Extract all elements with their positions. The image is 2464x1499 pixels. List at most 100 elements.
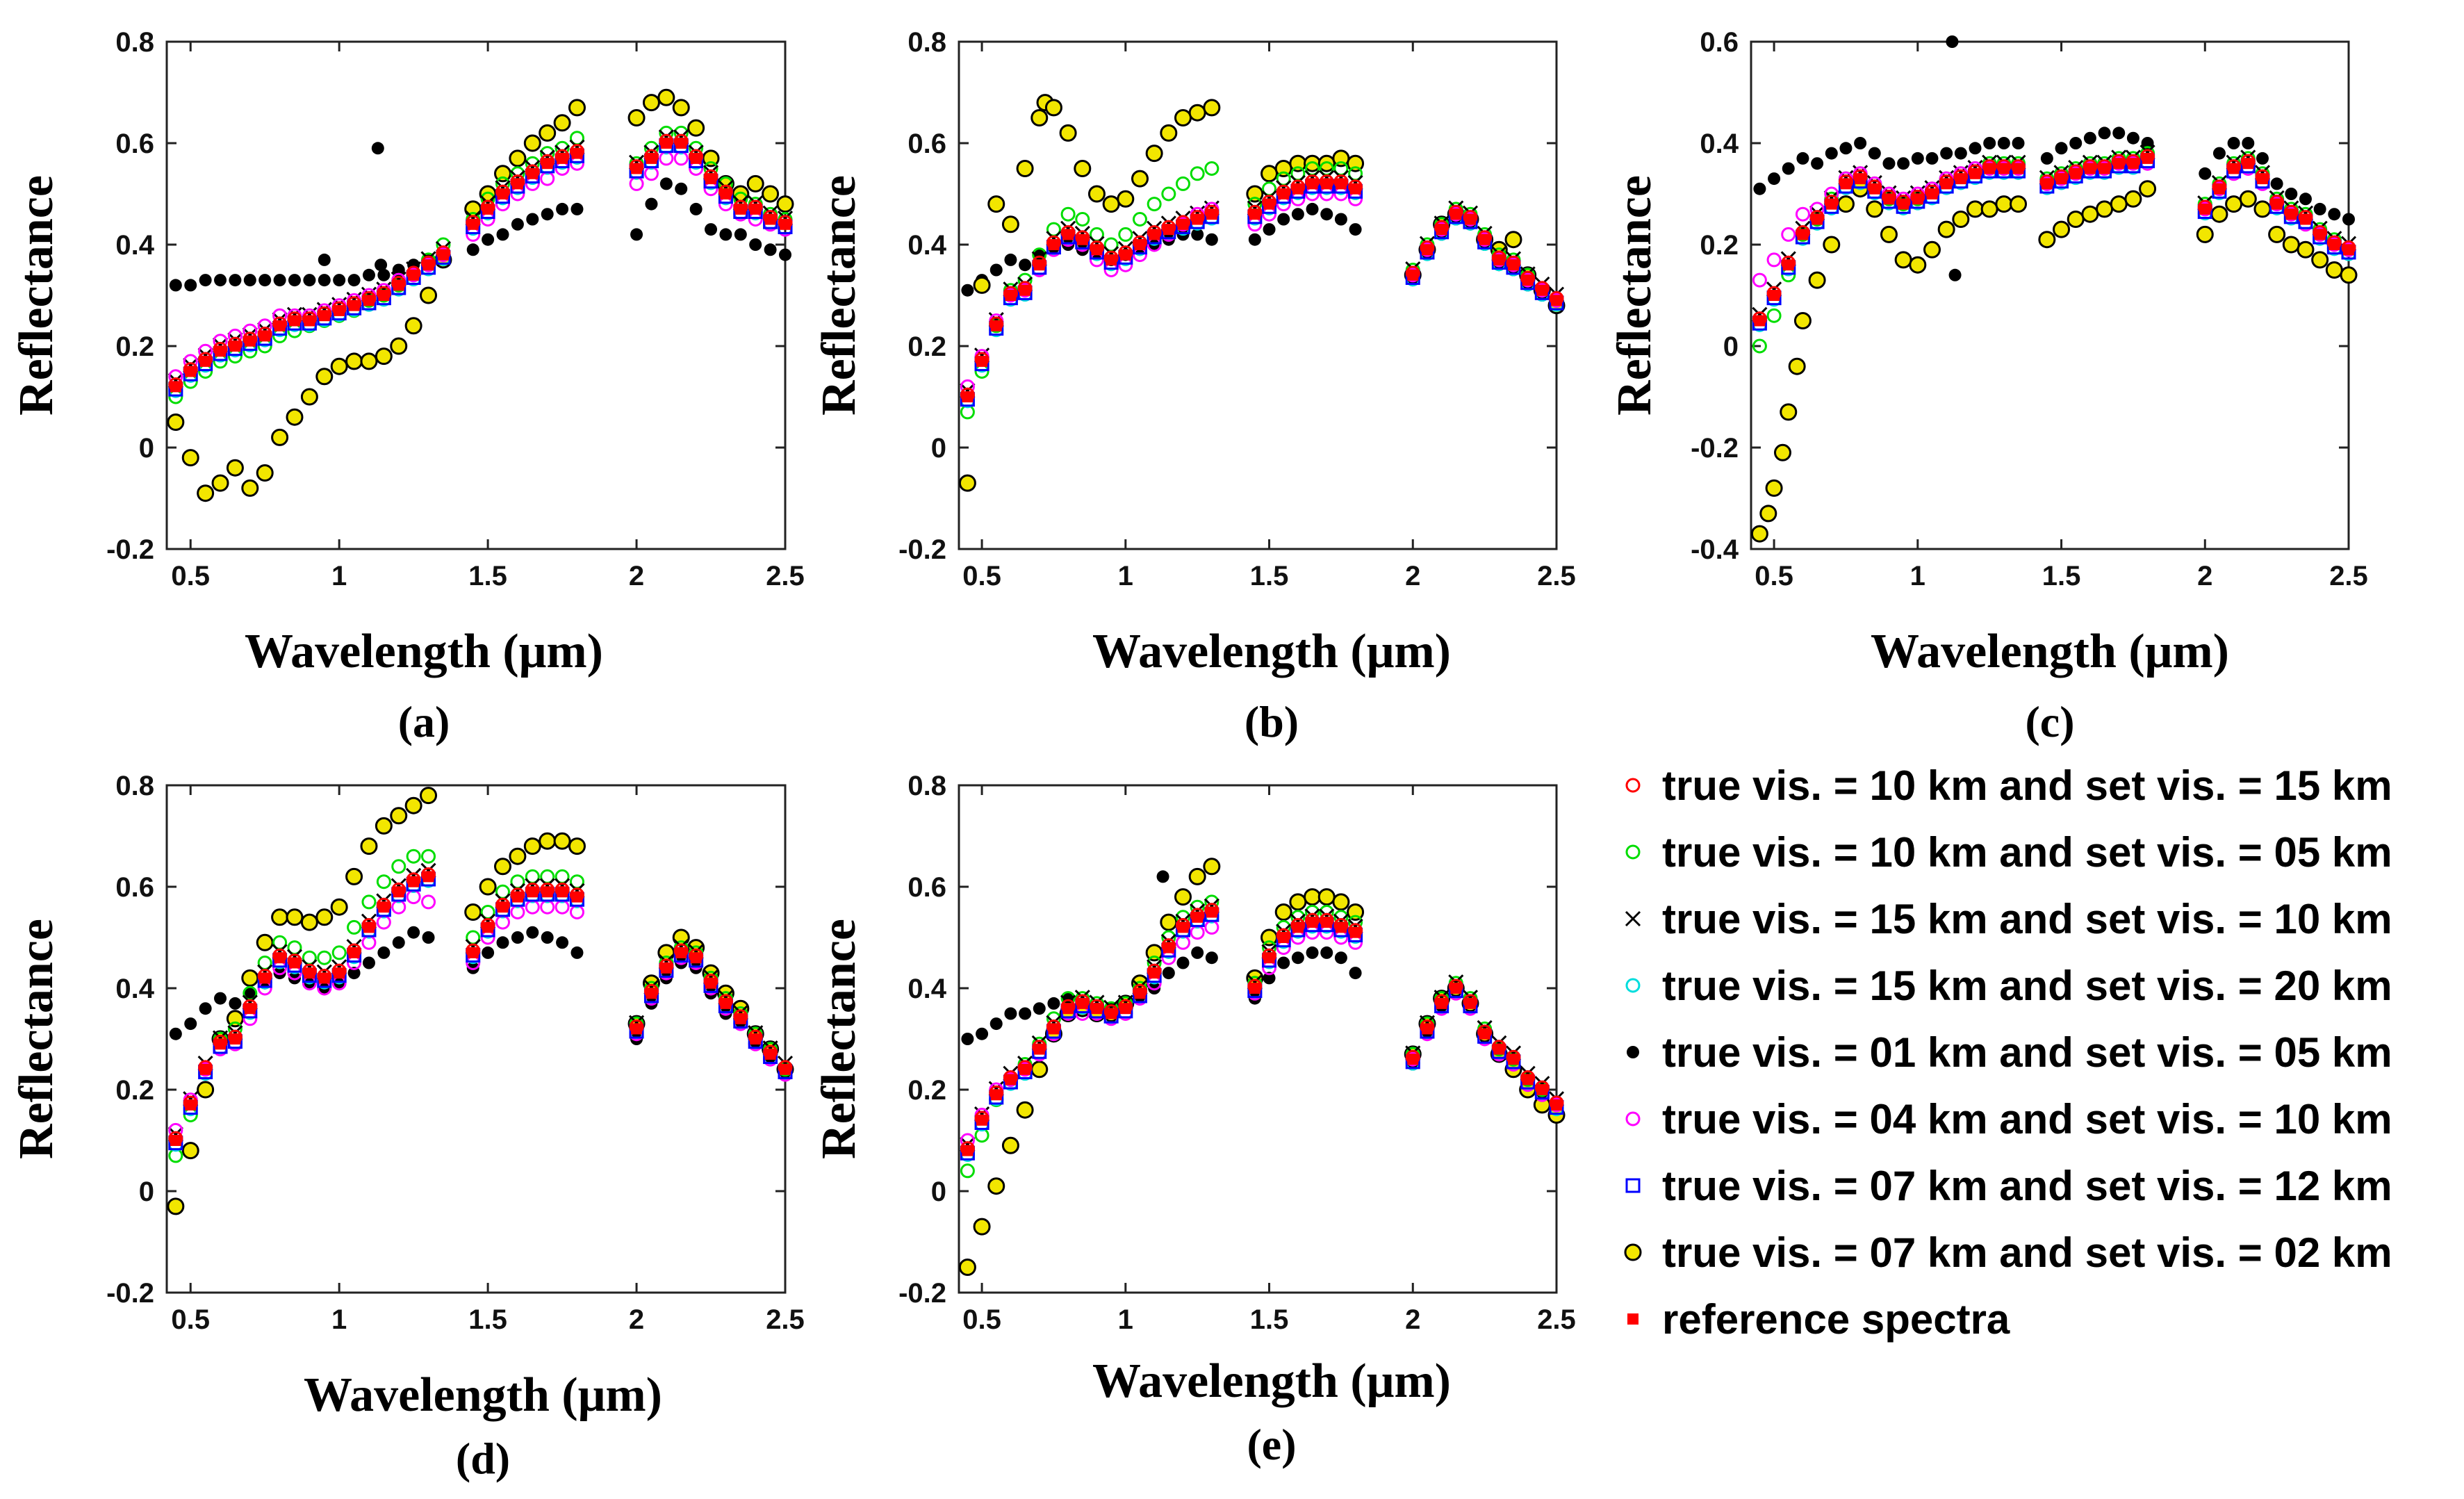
series-ref	[170, 138, 791, 393]
data-point	[1149, 229, 1160, 240]
data-point	[720, 997, 732, 1009]
data-point	[1335, 921, 1347, 933]
data-point	[1854, 137, 1867, 149]
data-point	[360, 837, 378, 855]
panel-label: (c)	[2025, 697, 2074, 746]
data-point	[1320, 946, 1333, 959]
data-point	[1192, 213, 1204, 225]
series-s3	[167, 129, 794, 388]
data-point	[199, 274, 212, 287]
data-point	[244, 335, 256, 347]
data-point	[1522, 275, 1534, 286]
legend-item-s3: true vis. = 15 km and set vis. = 10 km	[1625, 896, 2392, 942]
y-axis-label: Reflectance	[812, 919, 866, 1159]
x-tick-label: 1.5	[1250, 1304, 1289, 1335]
legend-marker	[1625, 978, 1641, 993]
legend-label: true vis. = 15 km and set vis. = 10 km	[1662, 896, 2392, 942]
data-point	[2311, 251, 2329, 269]
x-tick-label: 1	[1910, 561, 1925, 591]
data-point	[184, 279, 197, 292]
y-axis-label: Reflectance	[10, 175, 63, 416]
x-tick-label: 2	[629, 561, 644, 591]
data-point	[1839, 142, 1853, 155]
data-point	[1795, 206, 1810, 222]
legend-label: true vis. = 04 km and set vis. = 10 km	[1662, 1096, 2392, 1142]
data-point	[1995, 195, 2013, 213]
data-point	[361, 894, 377, 910]
y-tick-label: 0.4	[907, 230, 946, 261]
legend-marker	[1624, 1243, 1642, 1261]
data-point	[2055, 142, 2068, 155]
data-point	[630, 228, 643, 241]
data-point	[2124, 190, 2142, 208]
data-point	[1174, 109, 1192, 126]
legend-label: reference spectra	[1662, 1296, 2010, 1343]
data-point	[2242, 137, 2255, 149]
data-point	[1019, 284, 1031, 296]
data-point	[315, 908, 334, 926]
series-ref	[1754, 152, 2354, 327]
data-point	[2213, 183, 2225, 195]
data-point	[660, 962, 672, 974]
data-point	[2010, 195, 2028, 213]
data-point	[2227, 137, 2240, 149]
plot-area	[165, 784, 787, 1294]
data-point	[1880, 225, 1898, 243]
data-point	[393, 886, 404, 898]
data-point	[288, 274, 301, 287]
data-point	[229, 341, 241, 352]
data-point	[1206, 208, 1217, 220]
data-point	[1754, 315, 1766, 327]
x-axis-label: Wavelength (μm)	[1092, 1354, 1451, 1408]
data-point	[764, 243, 777, 256]
data-point	[557, 152, 568, 164]
data-point	[1030, 1060, 1049, 1079]
data-point	[1304, 888, 1322, 906]
data-point	[375, 817, 393, 835]
data-point	[1464, 213, 1476, 225]
x-tick-label: 1	[331, 561, 347, 591]
outlier-point	[1156, 870, 1169, 883]
data-point	[347, 274, 361, 287]
data-point	[2040, 151, 2053, 165]
data-point	[1044, 99, 1062, 117]
data-point	[1782, 162, 1795, 175]
data-point	[185, 1099, 197, 1111]
data-point	[300, 913, 318, 931]
data-point	[348, 947, 360, 958]
data-point	[2285, 188, 2298, 200]
data-point	[1249, 208, 1260, 220]
data-point	[271, 908, 289, 926]
y-tick-label: -0.2	[1691, 433, 1739, 464]
data-point	[780, 218, 791, 230]
data-point	[2285, 208, 2297, 220]
data-point	[1997, 137, 2010, 149]
data-point	[1421, 1023, 1433, 1035]
x-tick-label: 0.5	[962, 1304, 1001, 1335]
data-point	[406, 849, 421, 864]
data-point	[2271, 198, 2283, 210]
data-point	[390, 337, 408, 355]
y-tick-label: 0.8	[115, 27, 154, 58]
data-point	[1840, 178, 1852, 190]
data-point	[556, 936, 569, 949]
data-point	[675, 947, 687, 958]
data-point	[511, 891, 523, 903]
data-point	[1752, 272, 1767, 288]
legend-label: true vis. = 10 km and set vis. = 15 km	[1662, 762, 2392, 809]
data-point	[1332, 893, 1350, 911]
data-point	[746, 174, 764, 193]
data-point	[526, 213, 539, 226]
data-point	[420, 286, 438, 304]
x-tick-label: 0.5	[962, 561, 1001, 591]
legend-item-s6: true vis. = 04 km and set vis. = 10 km	[1625, 1096, 2392, 1142]
data-point	[2127, 158, 2139, 170]
data-point	[1278, 932, 1290, 943]
data-point	[1277, 213, 1290, 226]
data-point	[482, 203, 494, 215]
series-ref	[962, 906, 1562, 1156]
data-point	[734, 203, 746, 215]
data-point	[631, 1023, 643, 1035]
data-point	[962, 1145, 974, 1156]
data-point	[1134, 239, 1146, 250]
